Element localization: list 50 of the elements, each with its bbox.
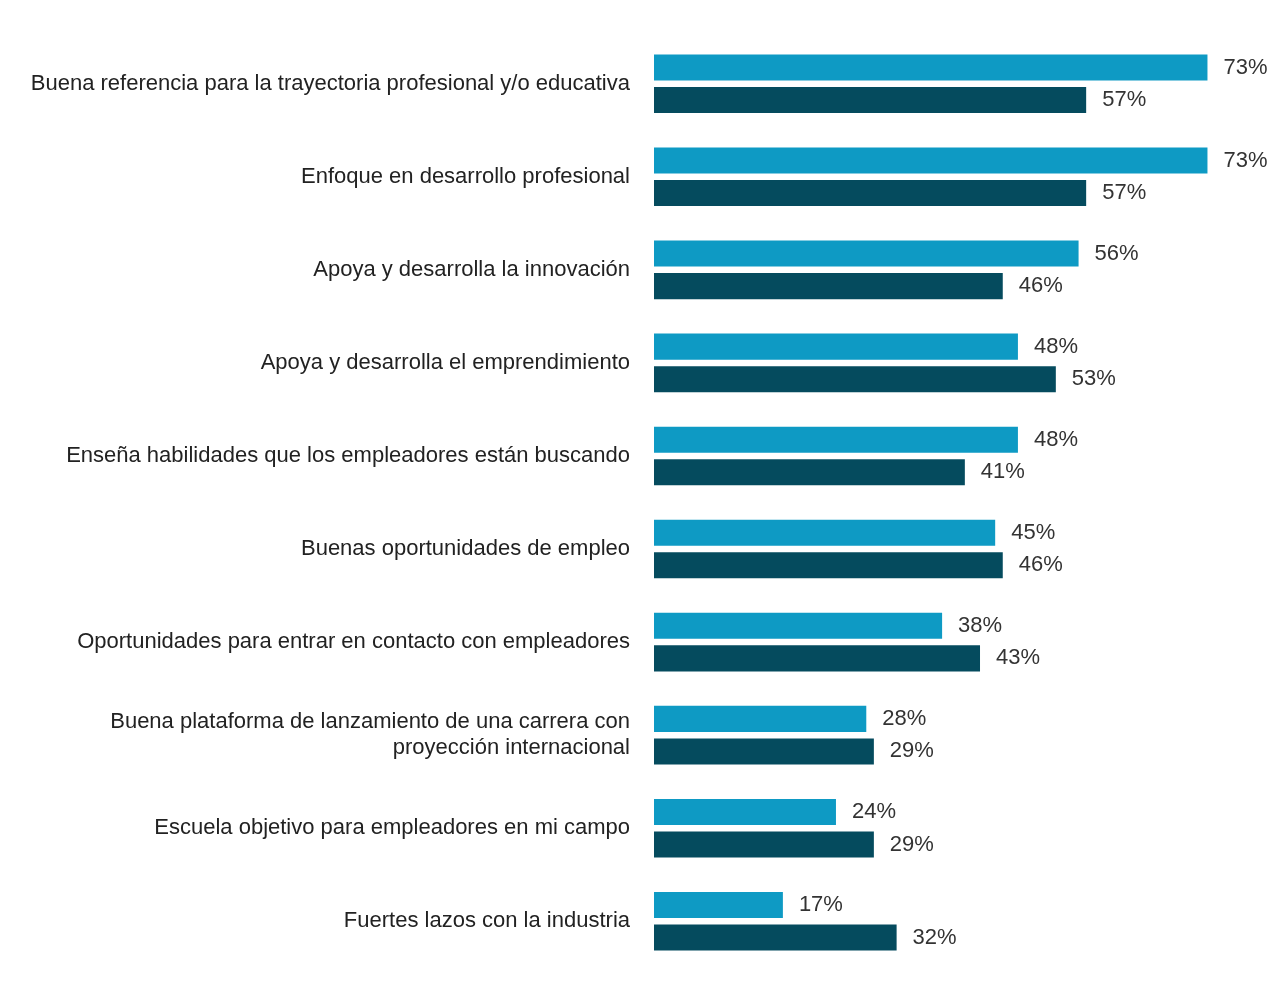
data-label: 46% (1018, 551, 1063, 577)
data-label: 28% (882, 704, 927, 730)
data-label: 29% (889, 830, 934, 856)
data-label: 17% (798, 891, 843, 917)
y-tick-label: Apoya y desarrolla la innovación (313, 255, 630, 281)
data-label: 57% (1102, 179, 1147, 205)
bar (654, 273, 1003, 300)
bar (654, 240, 1079, 267)
y-tick-label: Escuela objetivo para empleadores en mi campo (154, 814, 630, 840)
data-label: 48% (1033, 332, 1078, 358)
bar (654, 366, 1056, 393)
data-label: 41% (980, 458, 1025, 484)
y-tick-label: Fuertes lazos con la industria (343, 907, 631, 933)
bar (654, 798, 836, 825)
bar (654, 705, 867, 732)
bar (654, 426, 1018, 453)
data-label: 32% (912, 923, 957, 949)
bar (654, 86, 1087, 114)
data-label: 24% (851, 797, 897, 823)
bar (654, 147, 1208, 174)
data-label: 29% (889, 737, 934, 763)
data-label: 43% (996, 644, 1041, 670)
bar (654, 645, 981, 672)
data-label: 53% (1071, 365, 1116, 391)
data-label: 73% (1223, 146, 1268, 172)
y-tick-label: Enseña habilidades que los empleadores están buscando (66, 442, 630, 468)
y-tick-label: Enfoque en desarrollo profesional (300, 162, 630, 188)
y-tick-label: Oportunidades para entrar en contacto con empleadores (77, 628, 630, 654)
data-label: 45% (1011, 518, 1056, 544)
data-label: 46% (1018, 272, 1063, 298)
data-label: 56% (1094, 239, 1139, 265)
bar (654, 180, 1087, 207)
bar (654, 459, 965, 486)
bar (654, 552, 1003, 579)
y-tick-label: Buena referencia para la trayectoria profesional y/o educativa (30, 69, 631, 95)
y-tick-label: Buenas oportunidades de empleo (300, 535, 630, 561)
bar (654, 54, 1208, 81)
bar (654, 519, 996, 546)
data-label: 48% (1033, 425, 1078, 451)
bar (654, 738, 874, 765)
data-label: 57% (1102, 86, 1147, 112)
bar (654, 831, 874, 858)
bar (654, 612, 943, 639)
data-label: 38% (958, 611, 1003, 637)
bar (654, 891, 783, 919)
bar (654, 333, 1018, 360)
bar (654, 924, 897, 951)
y-tick-label: Buena plataforma de lanzamiento de una carrera con proyección internacional (110, 708, 630, 760)
y-tick-label: Apoya y desarrolla el emprendimiento (260, 348, 630, 374)
data-label: 73% (1223, 53, 1268, 79)
